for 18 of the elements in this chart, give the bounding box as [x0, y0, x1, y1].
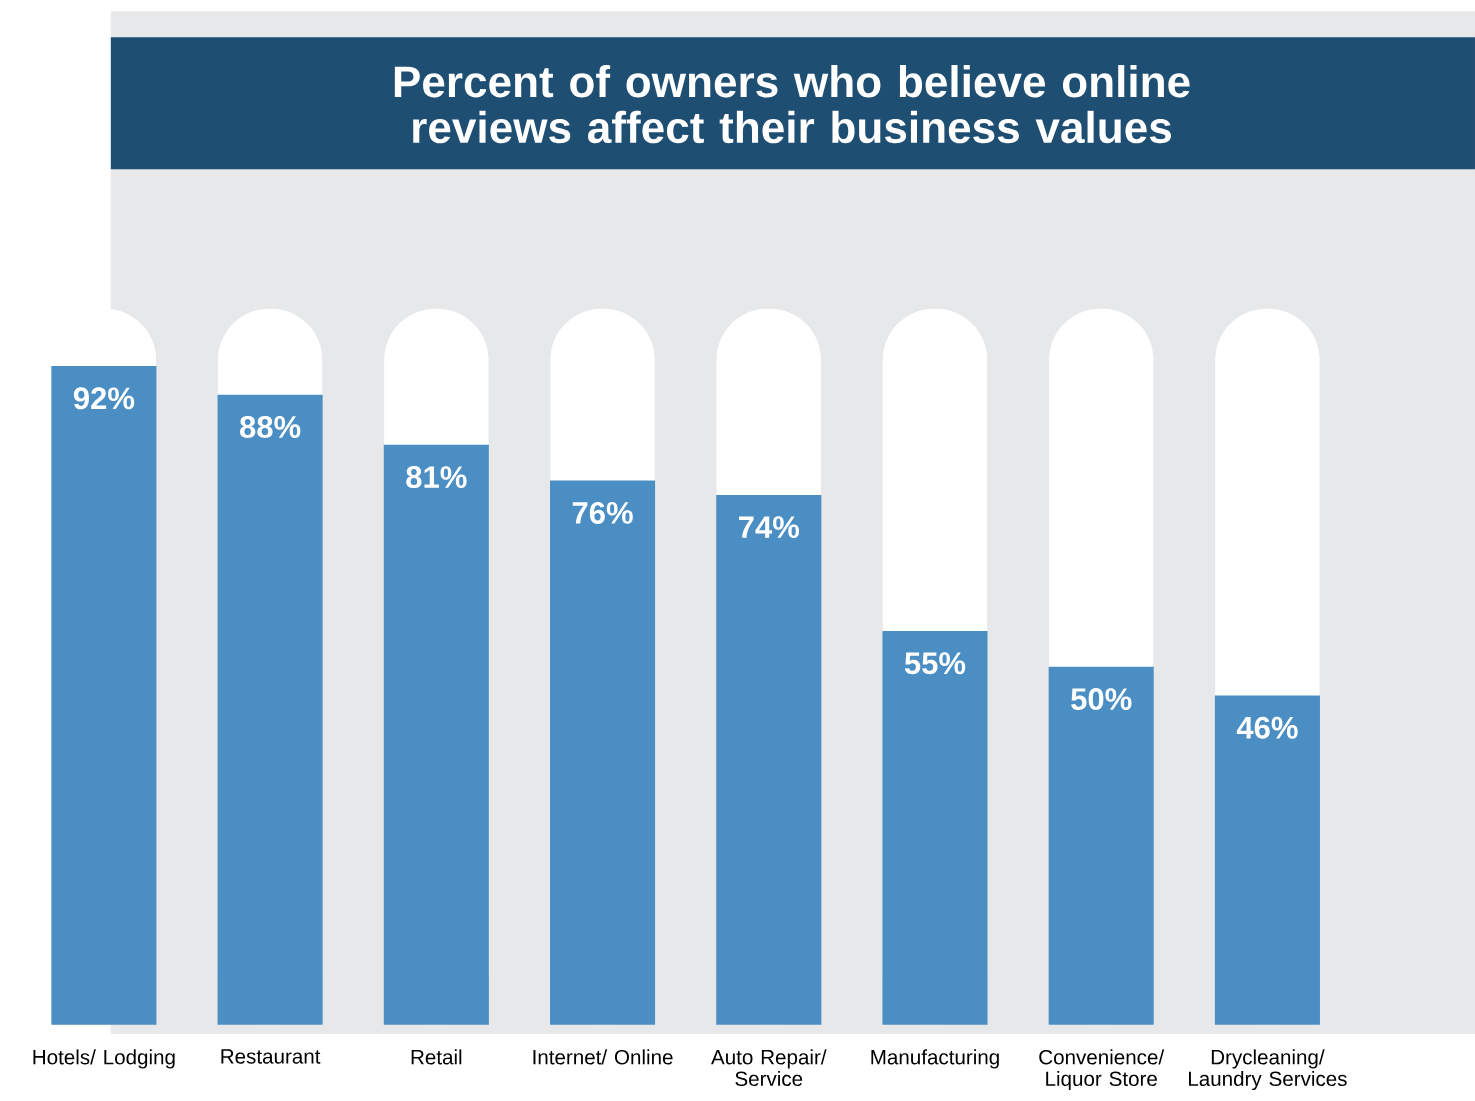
x-tick-label: Drycleaning/ Laundry Services	[1189, 1049, 1347, 1091]
x-tick-label: Convenience/ Liquor Store	[1039, 1049, 1165, 1091]
data-label: 92%	[73, 387, 135, 410]
bar	[51, 366, 157, 1025]
chart-title: Percent of owners who believe online reviews affect their business values	[394, 65, 1190, 144]
x-tick-label: Auto Repair/ Service	[711, 1049, 827, 1087]
data-label: 88%	[240, 415, 301, 438]
data-label: 55%	[904, 652, 966, 675]
data-label: 76%	[572, 501, 633, 524]
x-tick-label: Hotels/ Lodging	[33, 1049, 175, 1069]
data-label: 50%	[1071, 688, 1132, 711]
x-tick-label: Restaurant	[221, 1049, 321, 1064]
data-label: 74%	[739, 516, 800, 539]
data-label: 81%	[406, 466, 467, 489]
x-tick-label: Retail	[411, 1049, 462, 1065]
data-label: 46%	[1236, 716, 1298, 739]
x-tick-label: Internet/ Online	[533, 1049, 673, 1065]
x-tick-label: Manufacturing	[871, 1049, 999, 1069]
